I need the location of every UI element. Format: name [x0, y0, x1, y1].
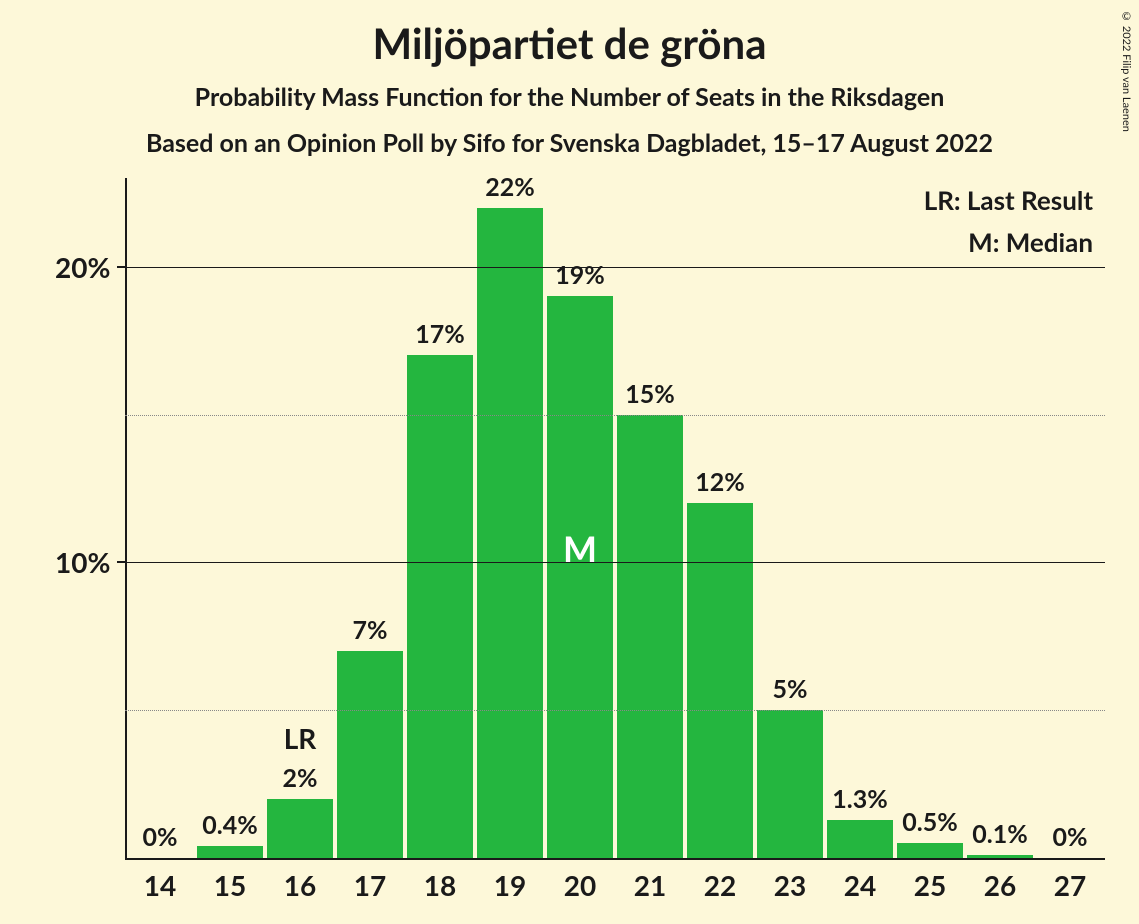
- bar-value-label: 12%: [695, 467, 745, 497]
- grid-major-line: [125, 562, 1105, 563]
- x-tick-label: 27: [1054, 868, 1086, 902]
- bar-value-label: 0%: [143, 822, 178, 852]
- x-tick-label: 18: [424, 868, 456, 902]
- x-tick-label: 15: [214, 868, 246, 902]
- chart-subtitle-2: Based on an Opinion Poll by Sifo for Sve…: [0, 128, 1139, 158]
- bar: [897, 843, 963, 858]
- bar: [337, 651, 403, 858]
- bar-value-label: 5%: [773, 674, 808, 704]
- bar: [757, 710, 823, 858]
- x-tick-label: 19: [494, 868, 526, 902]
- median-marker: M: [563, 527, 597, 571]
- chart-title: Miljöpartiet de gröna: [0, 0, 1139, 68]
- bar-value-label: 15%: [625, 379, 675, 409]
- grid-minor-line: [125, 710, 1105, 711]
- bar-value-label: 7%: [353, 615, 388, 645]
- legend-lr: LR: Last Result: [924, 184, 1093, 216]
- x-tick-label: 22: [704, 868, 736, 902]
- legend-m: M: Median: [924, 226, 1093, 258]
- bar: [617, 415, 683, 858]
- chart-area: 0%0.4%2%LR7%17%22%19%M15%12%5%1.3%0.5%0.…: [55, 178, 1105, 878]
- grid-minor-line: [125, 415, 1105, 416]
- bar-value-label: 0.4%: [202, 810, 257, 840]
- bar-value-label: 19%: [555, 260, 605, 290]
- chart-subtitle-1: Probability Mass Function for the Number…: [0, 82, 1139, 112]
- y-tick-label: 10%: [55, 545, 115, 579]
- bar: [477, 208, 543, 858]
- bar-value-label: 1.3%: [832, 784, 887, 814]
- bar-value-label: 0.5%: [902, 807, 957, 837]
- last-result-marker: LR: [284, 721, 317, 755]
- x-tick-label: 26: [984, 868, 1016, 902]
- bar-value-label: 17%: [415, 319, 465, 349]
- x-tick-label: 23: [774, 868, 806, 902]
- x-tick-label: 21: [634, 868, 666, 902]
- x-tick-label: 20: [564, 868, 596, 902]
- bar: [267, 799, 333, 858]
- bar: [197, 846, 263, 858]
- y-tick-mark: [117, 561, 125, 563]
- bar-value-label: 0%: [1053, 822, 1088, 852]
- legend: LR: Last Result M: Median: [924, 184, 1093, 268]
- bar: [547, 296, 613, 858]
- bar: [687, 503, 753, 858]
- grid-major-line: [125, 267, 1105, 268]
- bar: [827, 820, 893, 858]
- x-tick-label: 14: [144, 868, 176, 902]
- x-axis: [125, 858, 1105, 860]
- bar: [407, 355, 473, 858]
- bar-value-label: 0.1%: [972, 819, 1027, 849]
- bar: [967, 855, 1033, 858]
- x-tick-label: 17: [354, 868, 386, 902]
- y-tick-label: 20%: [55, 250, 115, 284]
- x-tick-label: 16: [284, 868, 316, 902]
- copyright-text: © 2022 Filip van Laenen: [1120, 10, 1133, 132]
- x-tick-label: 25: [914, 868, 946, 902]
- x-tick-label: 24: [844, 868, 876, 902]
- bar-value-label: 2%: [283, 763, 318, 793]
- plot-area: 0%0.4%2%LR7%17%22%19%M15%12%5%1.3%0.5%0.…: [125, 178, 1105, 858]
- y-tick-mark: [117, 266, 125, 268]
- bar-value-label: 22%: [485, 172, 535, 202]
